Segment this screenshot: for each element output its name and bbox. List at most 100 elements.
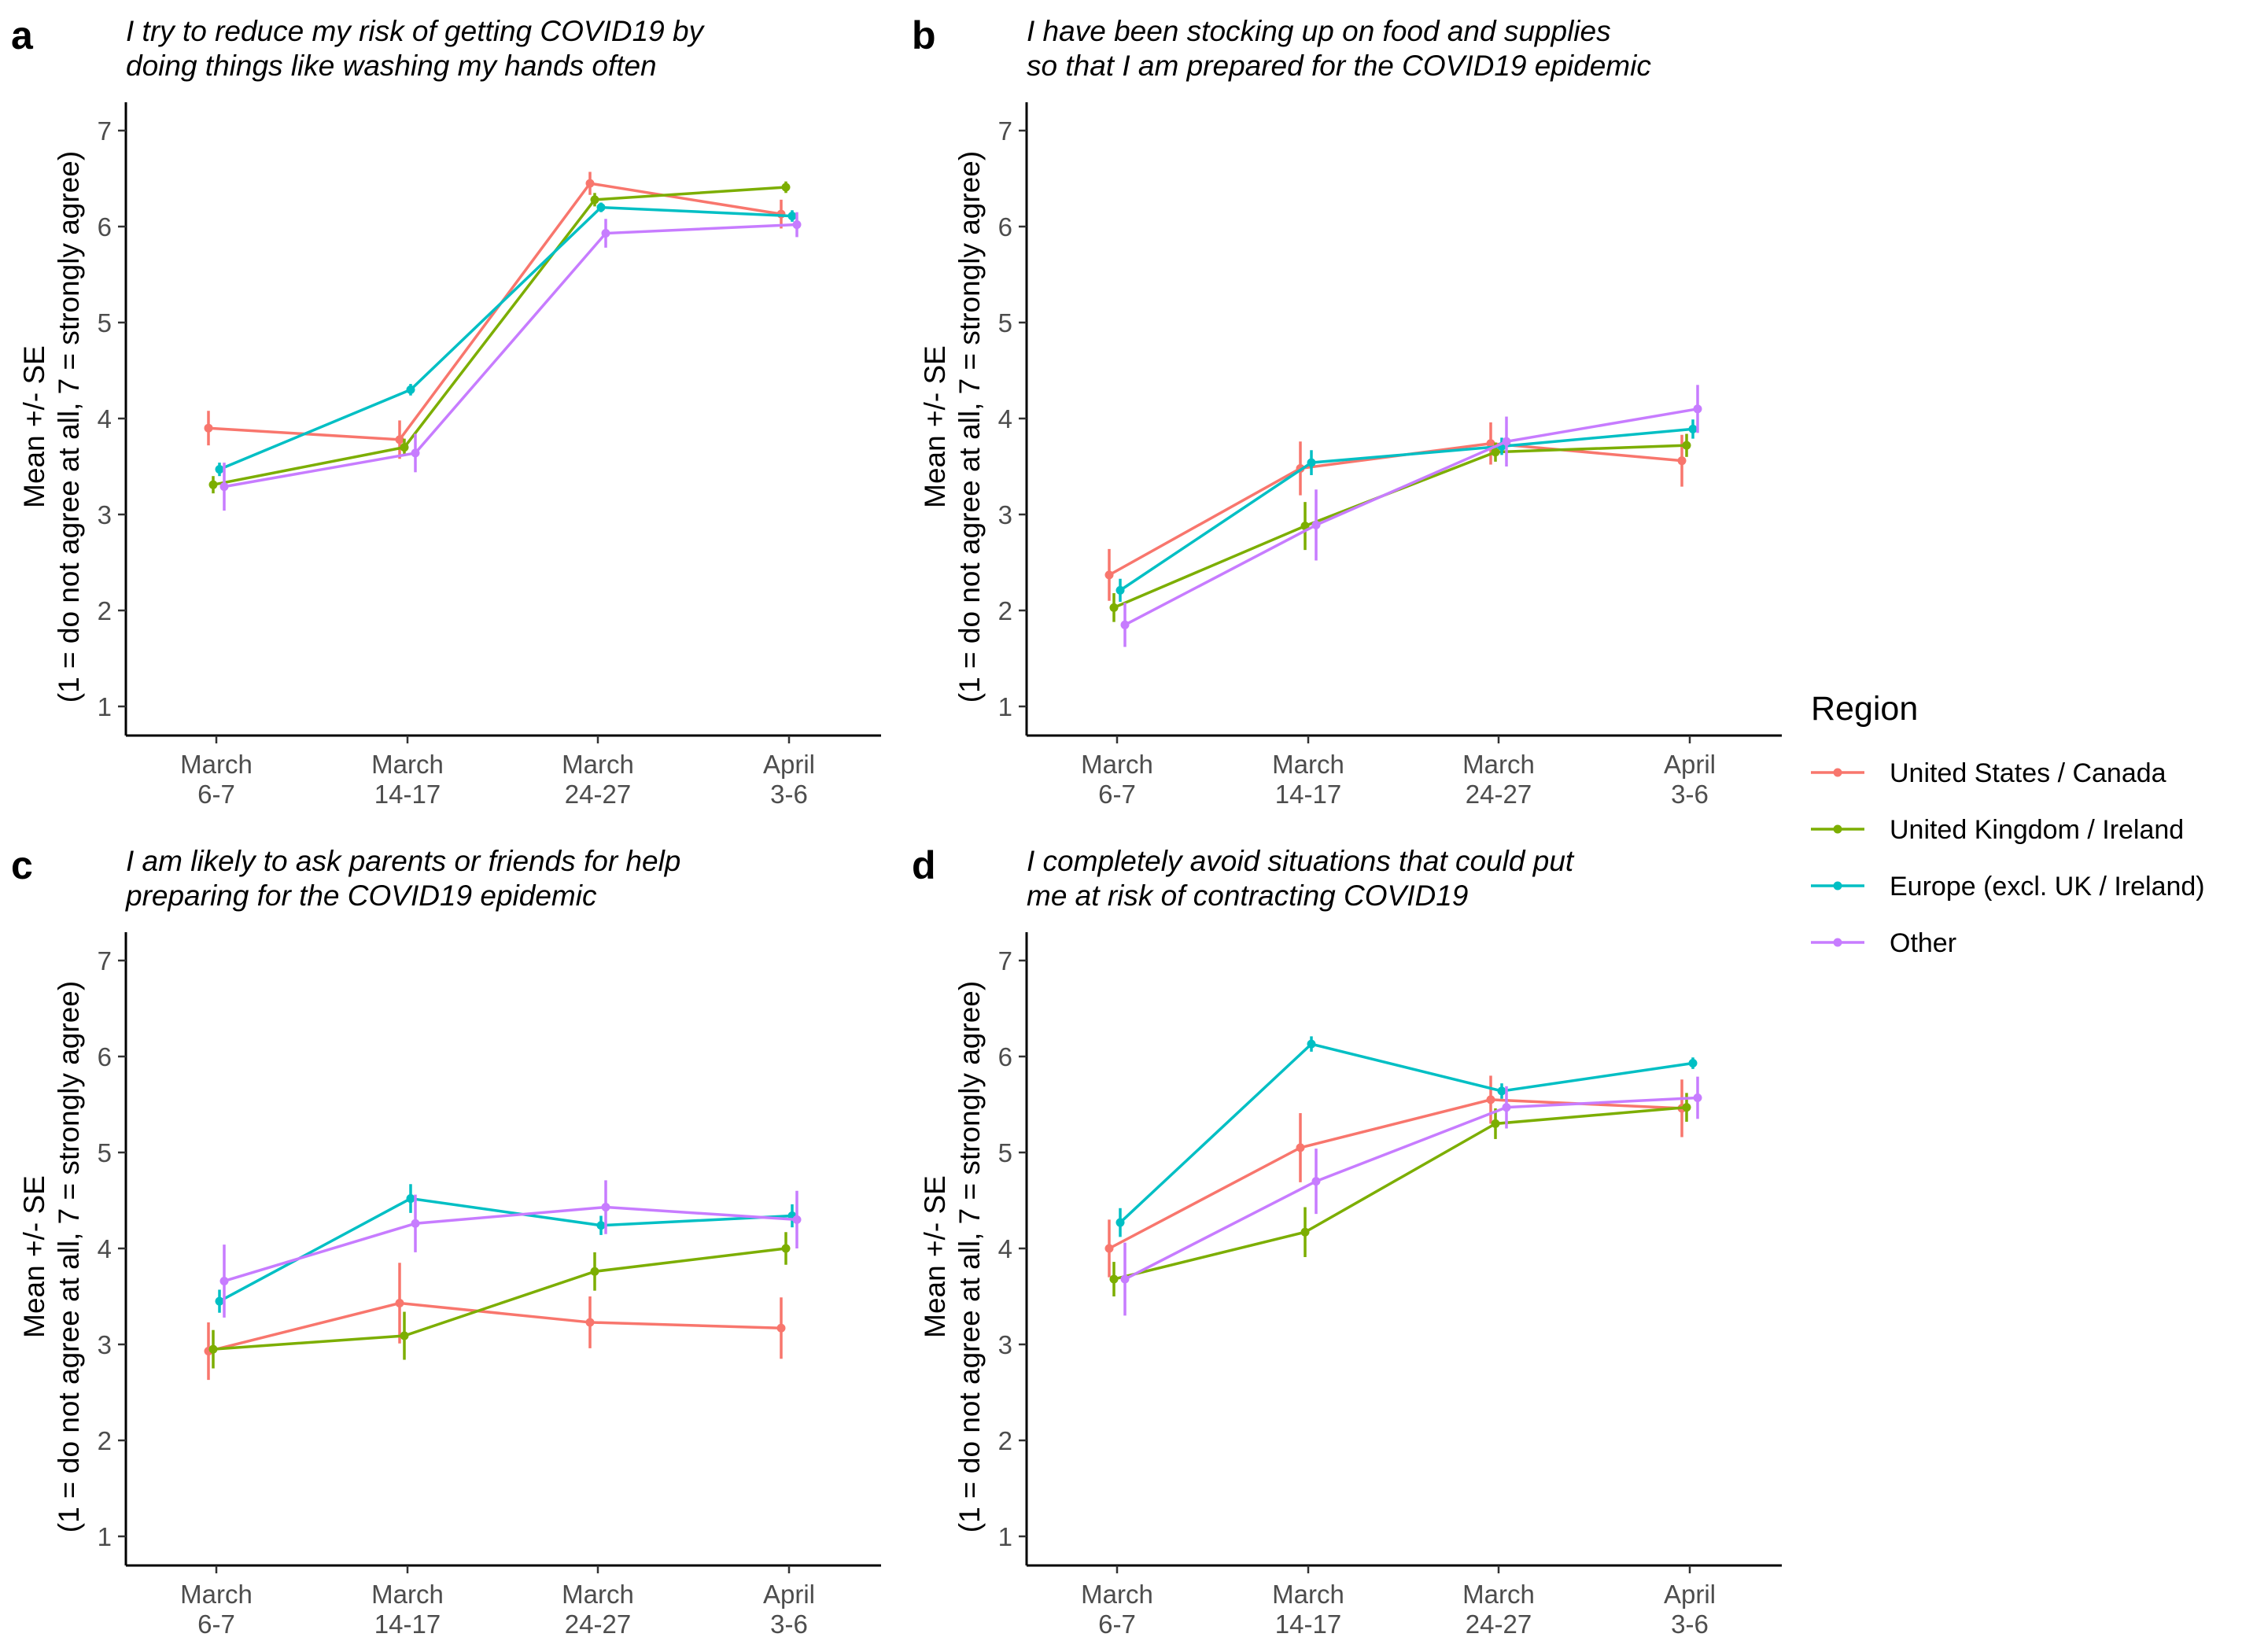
- x-tick-label: March: [1272, 1580, 1344, 1609]
- x-tick-label: 6-7: [1098, 780, 1136, 809]
- y-tick-label: 6: [998, 1042, 1012, 1071]
- series-line: [1124, 1096, 1698, 1281]
- x-tick-label: 24-27: [565, 1610, 631, 1639]
- x-tick-label: 3-6: [770, 780, 808, 809]
- x-tick-label: March: [180, 1580, 253, 1609]
- data-point: [1491, 448, 1500, 457]
- y-tick-label: 6: [98, 212, 112, 242]
- series-line: [219, 205, 793, 471]
- data-point: [411, 1219, 420, 1228]
- series-other: [219, 212, 802, 511]
- data-point: [1311, 1177, 1321, 1186]
- data-point: [1486, 1095, 1495, 1104]
- data-point: [1296, 1143, 1305, 1152]
- series-other: [219, 1180, 802, 1318]
- legend-key-point: [1833, 824, 1842, 834]
- y-tick-label: 3: [98, 500, 112, 529]
- data-point: [215, 1296, 224, 1306]
- x-tick-label: 3-6: [1671, 780, 1709, 809]
- panel-d: d I completely avoid situations that coul…: [912, 843, 1782, 1639]
- x-tick-label: 3-6: [1671, 1610, 1709, 1639]
- data-point: [590, 1267, 599, 1276]
- legend-entry: Europe (excl. UK / Ireland): [1811, 872, 2205, 902]
- series-line: [1124, 407, 1698, 626]
- legend-label: United States / Canada: [1890, 758, 2166, 788]
- legend-label: Other: [1890, 928, 1956, 958]
- legend-title: Region: [1811, 690, 1918, 728]
- legend-entry: United Kingdom / Ireland: [1811, 815, 2184, 845]
- data-point: [219, 1276, 229, 1285]
- series-line: [1113, 444, 1687, 609]
- y-tick-label: 3: [98, 1330, 112, 1359]
- y-tick-label: 3: [998, 1330, 1012, 1359]
- data-point: [1120, 620, 1130, 629]
- y-tick-label: 5: [98, 308, 112, 337]
- panel-a: a I try to reduce my risk of getting COVI…: [11, 13, 881, 809]
- data-point: [400, 443, 409, 452]
- x-tick-label: 6-7: [197, 780, 235, 809]
- data-point: [1497, 1086, 1506, 1096]
- y-tick-label: 7: [998, 116, 1012, 146]
- data-point: [1693, 1093, 1702, 1102]
- panel-title-line: I am likely to ask parents or friends fo…: [126, 845, 680, 877]
- x-tick-label: 24-27: [1466, 1610, 1532, 1639]
- x-tick-label: March: [562, 750, 634, 779]
- data-point: [1502, 1103, 1511, 1112]
- data-point: [792, 1215, 802, 1224]
- series-europe-excl-uk-ireland: [215, 202, 797, 477]
- x-tick-label: 6-7: [197, 1610, 235, 1639]
- series-line: [1119, 1042, 1694, 1224]
- data-point: [406, 1194, 415, 1204]
- data-point: [585, 1318, 595, 1327]
- series-europe-excl-uk-ireland: [1115, 1036, 1698, 1237]
- data-point: [1104, 570, 1114, 580]
- x-tick-label: April: [1664, 1580, 1716, 1609]
- data-point: [1682, 441, 1691, 450]
- data-point: [1486, 439, 1495, 448]
- x-tick-label: April: [763, 1580, 815, 1609]
- y-tick-label: 7: [98, 116, 112, 146]
- y-tick-label: 1: [998, 1522, 1012, 1551]
- data-point: [1120, 1274, 1130, 1284]
- panel-title-line: me at risk of contracting COVID19: [1027, 879, 1468, 912]
- y-tick-label: 5: [998, 1138, 1012, 1167]
- x-tick-label: March: [562, 1580, 634, 1609]
- legend-entry: United States / Canada: [1811, 758, 2166, 788]
- x-tick-label: 6-7: [1098, 1610, 1136, 1639]
- y-tick-label: 2: [998, 596, 1012, 625]
- x-tick-label: April: [1664, 750, 1716, 779]
- y-tick-label: 4: [998, 1234, 1012, 1263]
- x-tick-label: March: [1081, 750, 1153, 779]
- series-united-kingdom-ireland: [208, 181, 791, 494]
- y-axis-title-line: (1 = do not agree at all, 7 = strongly a…: [53, 151, 85, 702]
- x-tick-label: 14-17: [1275, 780, 1341, 809]
- x-tick-label: March: [1462, 750, 1535, 779]
- legend: Region United States / Canada United Kingd…: [1811, 690, 2205, 958]
- series-line: [223, 223, 798, 489]
- x-tick-label: April: [763, 750, 815, 779]
- series-line: [212, 186, 787, 486]
- data-point: [204, 423, 213, 433]
- y-tick-label: 7: [98, 946, 112, 975]
- x-tick-label: March: [1272, 750, 1344, 779]
- y-tick-label: 4: [98, 1234, 112, 1263]
- series-other: [1120, 385, 1702, 647]
- data-point: [1688, 1059, 1698, 1068]
- data-point: [1307, 1039, 1316, 1049]
- panel-c: c I am likely to ask parents or friends f…: [11, 843, 881, 1639]
- data-point: [601, 1203, 610, 1212]
- y-tick-label: 4: [98, 404, 112, 433]
- series-line: [212, 1247, 787, 1351]
- series-europe-excl-uk-ireland: [215, 1184, 797, 1313]
- panel-title-line: so that I am prepared for the COVID19 ep…: [1027, 50, 1651, 82]
- data-point: [1300, 1227, 1310, 1237]
- data-point: [1677, 456, 1687, 466]
- legend-key-point: [1833, 881, 1842, 891]
- series-line: [223, 1205, 798, 1283]
- y-tick-label: 1: [98, 692, 112, 721]
- data-point: [781, 1244, 791, 1253]
- data-point: [219, 482, 229, 492]
- data-point: [1109, 1274, 1119, 1284]
- y-tick-label: 1: [98, 1522, 112, 1551]
- series-line: [208, 182, 782, 441]
